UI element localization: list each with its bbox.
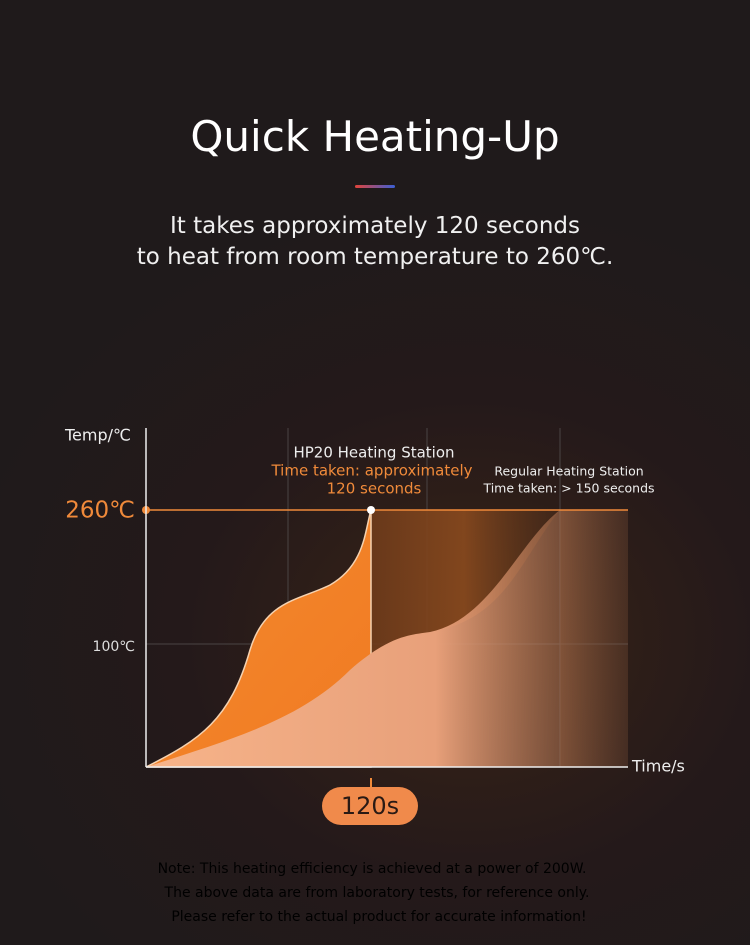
marker-pill xyxy=(322,787,418,825)
note: The above data are from laboratory tests… xyxy=(164,885,590,901)
series-name: Regular Heating Station xyxy=(494,464,643,479)
note: Please refer to the actual product for a… xyxy=(171,909,586,925)
regular-area xyxy=(146,510,628,767)
title-underline xyxy=(355,185,395,188)
top-band xyxy=(300,510,628,767)
y-axis-label: Temp/℃ xyxy=(64,426,131,445)
series-name: HP20 Heating Station xyxy=(293,444,454,462)
note: Note: This heating efficiency is achieve… xyxy=(158,861,587,877)
x-axis-label: Time/s xyxy=(631,757,685,776)
y-label: 100℃ xyxy=(93,639,135,655)
series-caption: 120 seconds xyxy=(327,480,422,498)
subtitle: It takes approximately 120 seconds xyxy=(170,213,580,239)
subtitle: to heat from room temperature to 260℃. xyxy=(136,244,614,270)
y-label: 260℃ xyxy=(65,498,135,524)
hp20-end-dot xyxy=(367,506,375,514)
series-caption: Time taken: approximately xyxy=(270,462,472,480)
series-caption: Time taken: > 150 seconds xyxy=(482,481,654,496)
title: Quick Heating-Up xyxy=(190,112,560,161)
marker-label: 120s xyxy=(341,792,399,820)
